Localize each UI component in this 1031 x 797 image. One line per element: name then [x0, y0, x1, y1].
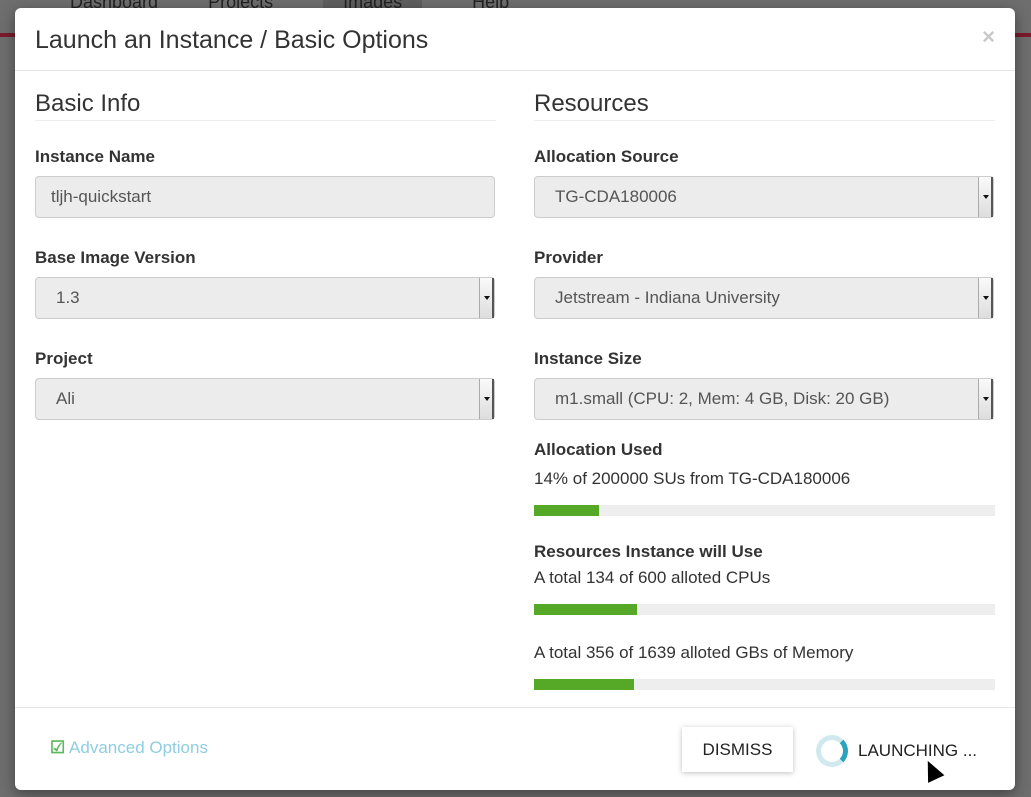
allocation-used-progress [534, 505, 995, 516]
chevron-down-icon [479, 278, 494, 318]
cpus-fill [534, 604, 637, 615]
base-image-version-select[interactable]: 1.3 [35, 277, 495, 319]
allocation-used-text: 14% of 200000 SUs from TG-CDA180006 [534, 469, 851, 488]
project-value: Ali [56, 389, 75, 408]
chevron-down-icon [978, 278, 993, 318]
chevron-down-icon [479, 379, 494, 419]
instance-size-value: m1.small (CPU: 2, Mem: 4 GB, Disk: 20 GB… [555, 389, 890, 408]
basic-info-heading: Basic Info [35, 90, 496, 121]
allocation-source-select[interactable]: TG-CDA180006 [534, 176, 994, 218]
advanced-options-label: Advanced Options [69, 738, 208, 757]
memory-fill [534, 679, 635, 690]
instance-name-input[interactable]: tljh-quickstart [35, 176, 495, 218]
modal-header: Launch an Instance / Basic Options × [15, 8, 1015, 71]
project-select[interactable]: Ali [35, 378, 495, 420]
launch-button[interactable]: LAUNCHING ... [816, 735, 977, 767]
resources-heading: Resources [534, 90, 995, 121]
dismiss-button[interactable]: DISMISS [682, 727, 793, 772]
modal-title: Launch an Instance / Basic Options [35, 26, 429, 54]
allocation-source-label: Allocation Source [534, 147, 679, 166]
close-icon[interactable]: × [982, 24, 995, 49]
cpus-progress [534, 604, 995, 615]
project-label: Project [35, 349, 93, 368]
instance-name-label: Instance Name [35, 147, 155, 166]
chevron-down-icon [978, 379, 993, 419]
allocation-used-fill [534, 505, 599, 516]
memory-text: A total 356 of 1639 alloted GBs of Memor… [534, 643, 854, 662]
advanced-options-link[interactable]: ☑ Advanced Options [50, 738, 208, 758]
allocation-source-value: TG-CDA180006 [555, 187, 677, 206]
base-image-version-label: Base Image Version [35, 248, 196, 267]
cpus-text: A total 134 of 600 alloted CPUs [534, 568, 771, 587]
launching-label: LAUNCHING ... [858, 741, 978, 760]
memory-progress [534, 679, 995, 690]
allocation-used-label: Allocation Used [534, 440, 663, 459]
instance-size-label: Instance Size [534, 349, 642, 368]
launch-instance-modal: Launch an Instance / Basic Options × Bas… [15, 8, 1015, 790]
instance-size-select[interactable]: m1.small (CPU: 2, Mem: 4 GB, Disk: 20 GB… [534, 378, 994, 420]
resources-section: Resources Allocation Source TG-CDA180006… [534, 90, 995, 716]
checkbox-checked-icon: ☑ [50, 738, 66, 757]
provider-value: Jetstream - Indiana University [555, 288, 780, 307]
basic-info-section: Basic Info Instance Name tljh-quickstart… [35, 90, 496, 450]
resources-will-use-label: Resources Instance will Use [534, 542, 763, 561]
provider-select[interactable]: Jetstream - Indiana University [534, 277, 994, 319]
modal-footer-divider [15, 707, 1015, 708]
spinner-icon [816, 735, 848, 767]
base-image-version-value: 1.3 [56, 288, 80, 307]
chevron-down-icon [978, 177, 993, 217]
provider-label: Provider [534, 248, 603, 267]
